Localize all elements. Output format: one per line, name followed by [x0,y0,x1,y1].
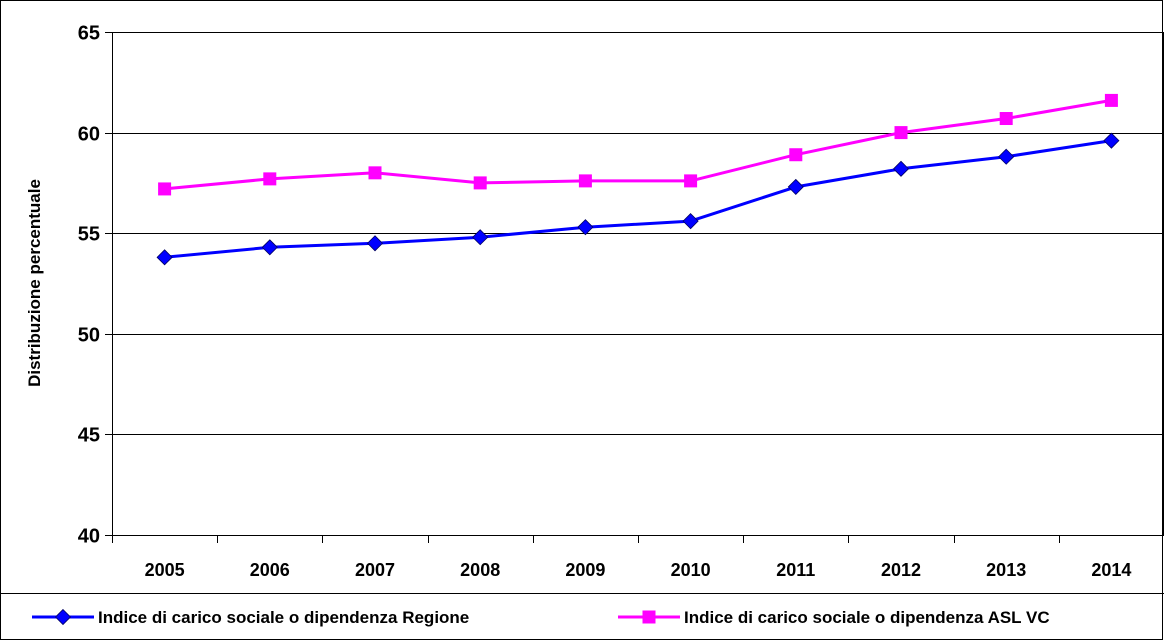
y-tick-label: 60 [78,124,100,146]
legend-swatch-marker [642,610,656,624]
legend-entry-1: Indice di carico sociale o dipendenza Re… [32,608,469,627]
legend-label: Indice di carico sociale o dipendenza AS… [684,608,1050,627]
data-point [366,235,384,252]
x-tick-label: 2010 [671,560,711,580]
data-point [998,148,1015,165]
x-tick-label: 2007 [355,560,395,580]
x-tick-label: 2008 [460,560,500,580]
x-tick-label: 2009 [565,560,605,580]
data-point [577,219,594,236]
data-point [1104,93,1118,107]
series-1 [156,132,1120,266]
x-tick-label: 2013 [986,560,1026,580]
data-point [1103,132,1120,149]
data-point [684,174,698,188]
x-tick-label: 2005 [145,560,185,580]
data-point [156,249,173,266]
x-tick-label: 2014 [1091,560,1131,580]
x-tick-label: 2011 [776,560,815,580]
y-axis: 40 45 50 55 60 65 [78,23,112,548]
data-point [999,112,1013,126]
data-point [894,126,908,140]
series-line [164,139,1112,259]
series-layer [156,93,1120,266]
data-point [158,182,172,196]
x-tick-label: 2012 [881,560,921,580]
data-point [263,172,277,186]
x-axis: 2005 2006 2007 2008 2009 2010 2011 2012 2013 2014 [112,535,1131,580]
data-point [473,176,487,190]
y-tick-label: 45 [78,425,100,447]
data-point [682,213,699,230]
y-tick-label: 50 [78,325,100,347]
data-point [472,229,489,246]
data-point [578,174,592,188]
data-point [368,166,382,180]
data-point [787,178,804,195]
data-point [892,160,910,177]
legend-label: Indice di carico sociale o dipendenza Re… [98,608,469,627]
legend: Indice di carico sociale o dipendenza Re… [32,608,1050,627]
x-tick-label: 2006 [250,560,290,580]
legend-entry-2: Indice di carico sociale o dipendenza AS… [618,608,1050,627]
series-2 [158,93,1118,196]
y-axis-title: Distribuzione percentuale [25,179,44,387]
series-line [164,98,1112,191]
legend-swatch-marker [54,608,72,626]
data-point [789,148,803,162]
y-tick-label: 55 [78,224,100,246]
y-tick-label: 40 [78,526,100,548]
y-tick-label: 65 [78,23,100,45]
data-point [261,239,278,256]
